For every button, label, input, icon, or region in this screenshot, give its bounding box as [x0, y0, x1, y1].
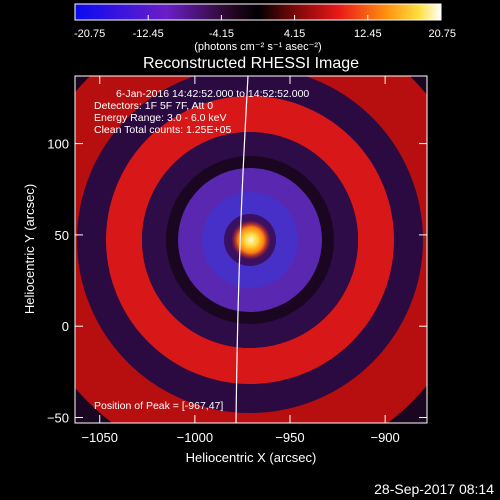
- y-tick-label: −50: [47, 411, 69, 426]
- colorbar-tick-label: -20.75: [74, 28, 105, 40]
- plot-frame: [74, 75, 428, 424]
- colorbar-ticks: -20.75 -12.45 -4.15 4.15 12.45 20.75: [74, 15, 456, 40]
- y-tick-label: 50: [55, 228, 69, 243]
- chart-title: Reconstructed RHESSI Image: [143, 55, 359, 72]
- y-axis-label: Heliocentric Y (arcsec): [22, 184, 37, 314]
- colorbar-tick-label: 20.75: [428, 28, 456, 40]
- annotation-time-range: 6-Jan-2016 14:42:52.000 to 14:52:52.000: [116, 88, 309, 100]
- colorbar-tick-label: 12.45: [354, 28, 382, 40]
- x-axis-label: Heliocentric X (arcsec): [186, 450, 317, 465]
- annotation-energy-range: Energy Range: 3.0 - 6.0 keV: [94, 112, 227, 124]
- solar-limb: [235, 76, 249, 423]
- colorbar-tick-label: -12.45: [133, 28, 164, 40]
- y-axis: −50 0 50 100: [47, 137, 427, 426]
- x-axis: −1050 −1000 −950 −900: [81, 76, 400, 445]
- colorbar-tick-label: -4.15: [209, 28, 234, 40]
- x-tick-label: −1000: [177, 430, 214, 445]
- annotation-peak-position: Position of Peak = [-967,47]: [94, 400, 223, 412]
- plot-area: [75, 76, 427, 423]
- ring-mid-red: [106, 96, 394, 384]
- x-tick-label: −1050: [81, 430, 118, 445]
- x-tick-label: −950: [275, 430, 304, 445]
- annotation-detectors: Detectors: 1F 5F 7F, Att 0: [94, 100, 213, 112]
- y-tick-label: 100: [47, 137, 69, 152]
- peak-blob: [231, 220, 271, 260]
- y-tick-label: 0: [62, 319, 69, 334]
- ring-mid-dark: [142, 132, 358, 348]
- ring-outer-dark: [77, 76, 423, 413]
- colorbar-units: (photons cm⁻² s⁻¹ asec⁻²): [194, 41, 321, 53]
- colorbar-gradient: [74, 3, 442, 21]
- colorbar-tick-label: 4.15: [284, 28, 305, 40]
- annotations: 6-Jan-2016 14:42:52.000 to 14:52:52.000D…: [94, 88, 309, 412]
- colorbar: -20.75 -12.45 -4.15 4.15 12.45 20.75 (photons…: [74, 3, 456, 53]
- annotation-counts: Clean Total counts: 1.25E+05: [94, 124, 231, 136]
- x-tick-label: −900: [370, 430, 399, 445]
- footer-timestamp: 28-Sep-2017 08:14: [374, 481, 494, 497]
